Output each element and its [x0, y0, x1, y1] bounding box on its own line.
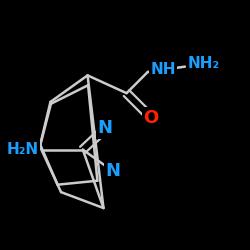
Text: N: N: [105, 162, 120, 180]
Text: NH: NH: [150, 62, 176, 77]
Text: H₂N: H₂N: [7, 142, 39, 157]
Text: O: O: [144, 109, 159, 127]
Text: N: N: [98, 120, 113, 138]
Text: NH₂: NH₂: [188, 56, 220, 72]
